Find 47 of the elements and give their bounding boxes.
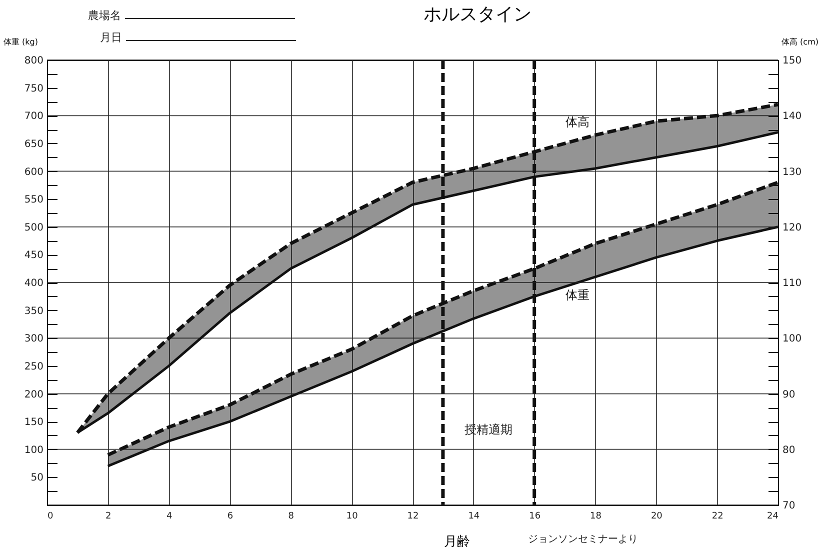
y2-tick-label: 90 — [782, 389, 796, 400]
x-tick-label: 20 — [650, 512, 663, 522]
y2-tick-label: 150 — [782, 56, 802, 66]
y-tick-label: 750 — [24, 83, 44, 94]
x-tick-label: 24 — [767, 512, 779, 522]
series-label: 体高 — [565, 115, 590, 130]
y2-tick-label: 120 — [782, 222, 802, 234]
y2-tick-label: 110 — [782, 278, 802, 289]
x-tick-label: 18 — [590, 512, 602, 522]
series-label: 体重 — [565, 288, 590, 302]
y-tick-label: 700 — [24, 111, 44, 122]
text: 月日 — [100, 31, 122, 44]
x-tick-label: 0 — [48, 512, 54, 522]
y-tick-label: 100 — [24, 444, 44, 456]
x-tick-label: 6 — [227, 512, 234, 522]
y-axis-title: 体重 (kg) — [4, 38, 38, 46]
y-tick-label: 50 — [30, 472, 44, 484]
x-axis-title: 月齢 — [444, 534, 470, 550]
y2-tick-label: 70 — [782, 500, 796, 512]
x-tick-label: 8 — [288, 512, 294, 522]
x-tick-label: 2 — [106, 512, 112, 522]
y-tick-label: 300 — [24, 334, 44, 345]
x-tick-label: 14 — [468, 512, 480, 522]
x-tick-label: 12 — [407, 512, 419, 522]
x-tick-label: 10 — [346, 512, 358, 522]
y2-axis-title: 体高 (cm) — [782, 38, 818, 46]
y-tick-label: 350 — [24, 306, 44, 317]
x-tick-label: 4 — [166, 512, 172, 522]
y2-tick-label: 80 — [782, 444, 796, 456]
y2-tick-label: 140 — [782, 111, 802, 122]
y2-tick-label: 130 — [782, 166, 802, 178]
chart-title: ホルスタイン — [424, 4, 532, 25]
text: 農場名 — [88, 9, 121, 22]
y-tick-label: 800 — [24, 56, 44, 66]
x-tick-label: 22 — [712, 512, 724, 522]
y-tick-label: 600 — [24, 166, 44, 178]
y-tick-label: 550 — [24, 194, 44, 206]
y2-tick-label: 100 — [782, 334, 802, 345]
y-tick-label: 200 — [24, 389, 44, 400]
y-tick-label: 500 — [24, 222, 44, 234]
y-tick-label: 250 — [24, 361, 44, 372]
y-tick-label: 400 — [24, 278, 44, 289]
y-tick-label: 450 — [24, 250, 44, 262]
x-tick-label: 16 — [529, 512, 541, 522]
y-tick-label: 650 — [24, 138, 44, 150]
text: ジョンソンセミナーより — [528, 533, 638, 546]
y-tick-label: 150 — [24, 417, 44, 428]
